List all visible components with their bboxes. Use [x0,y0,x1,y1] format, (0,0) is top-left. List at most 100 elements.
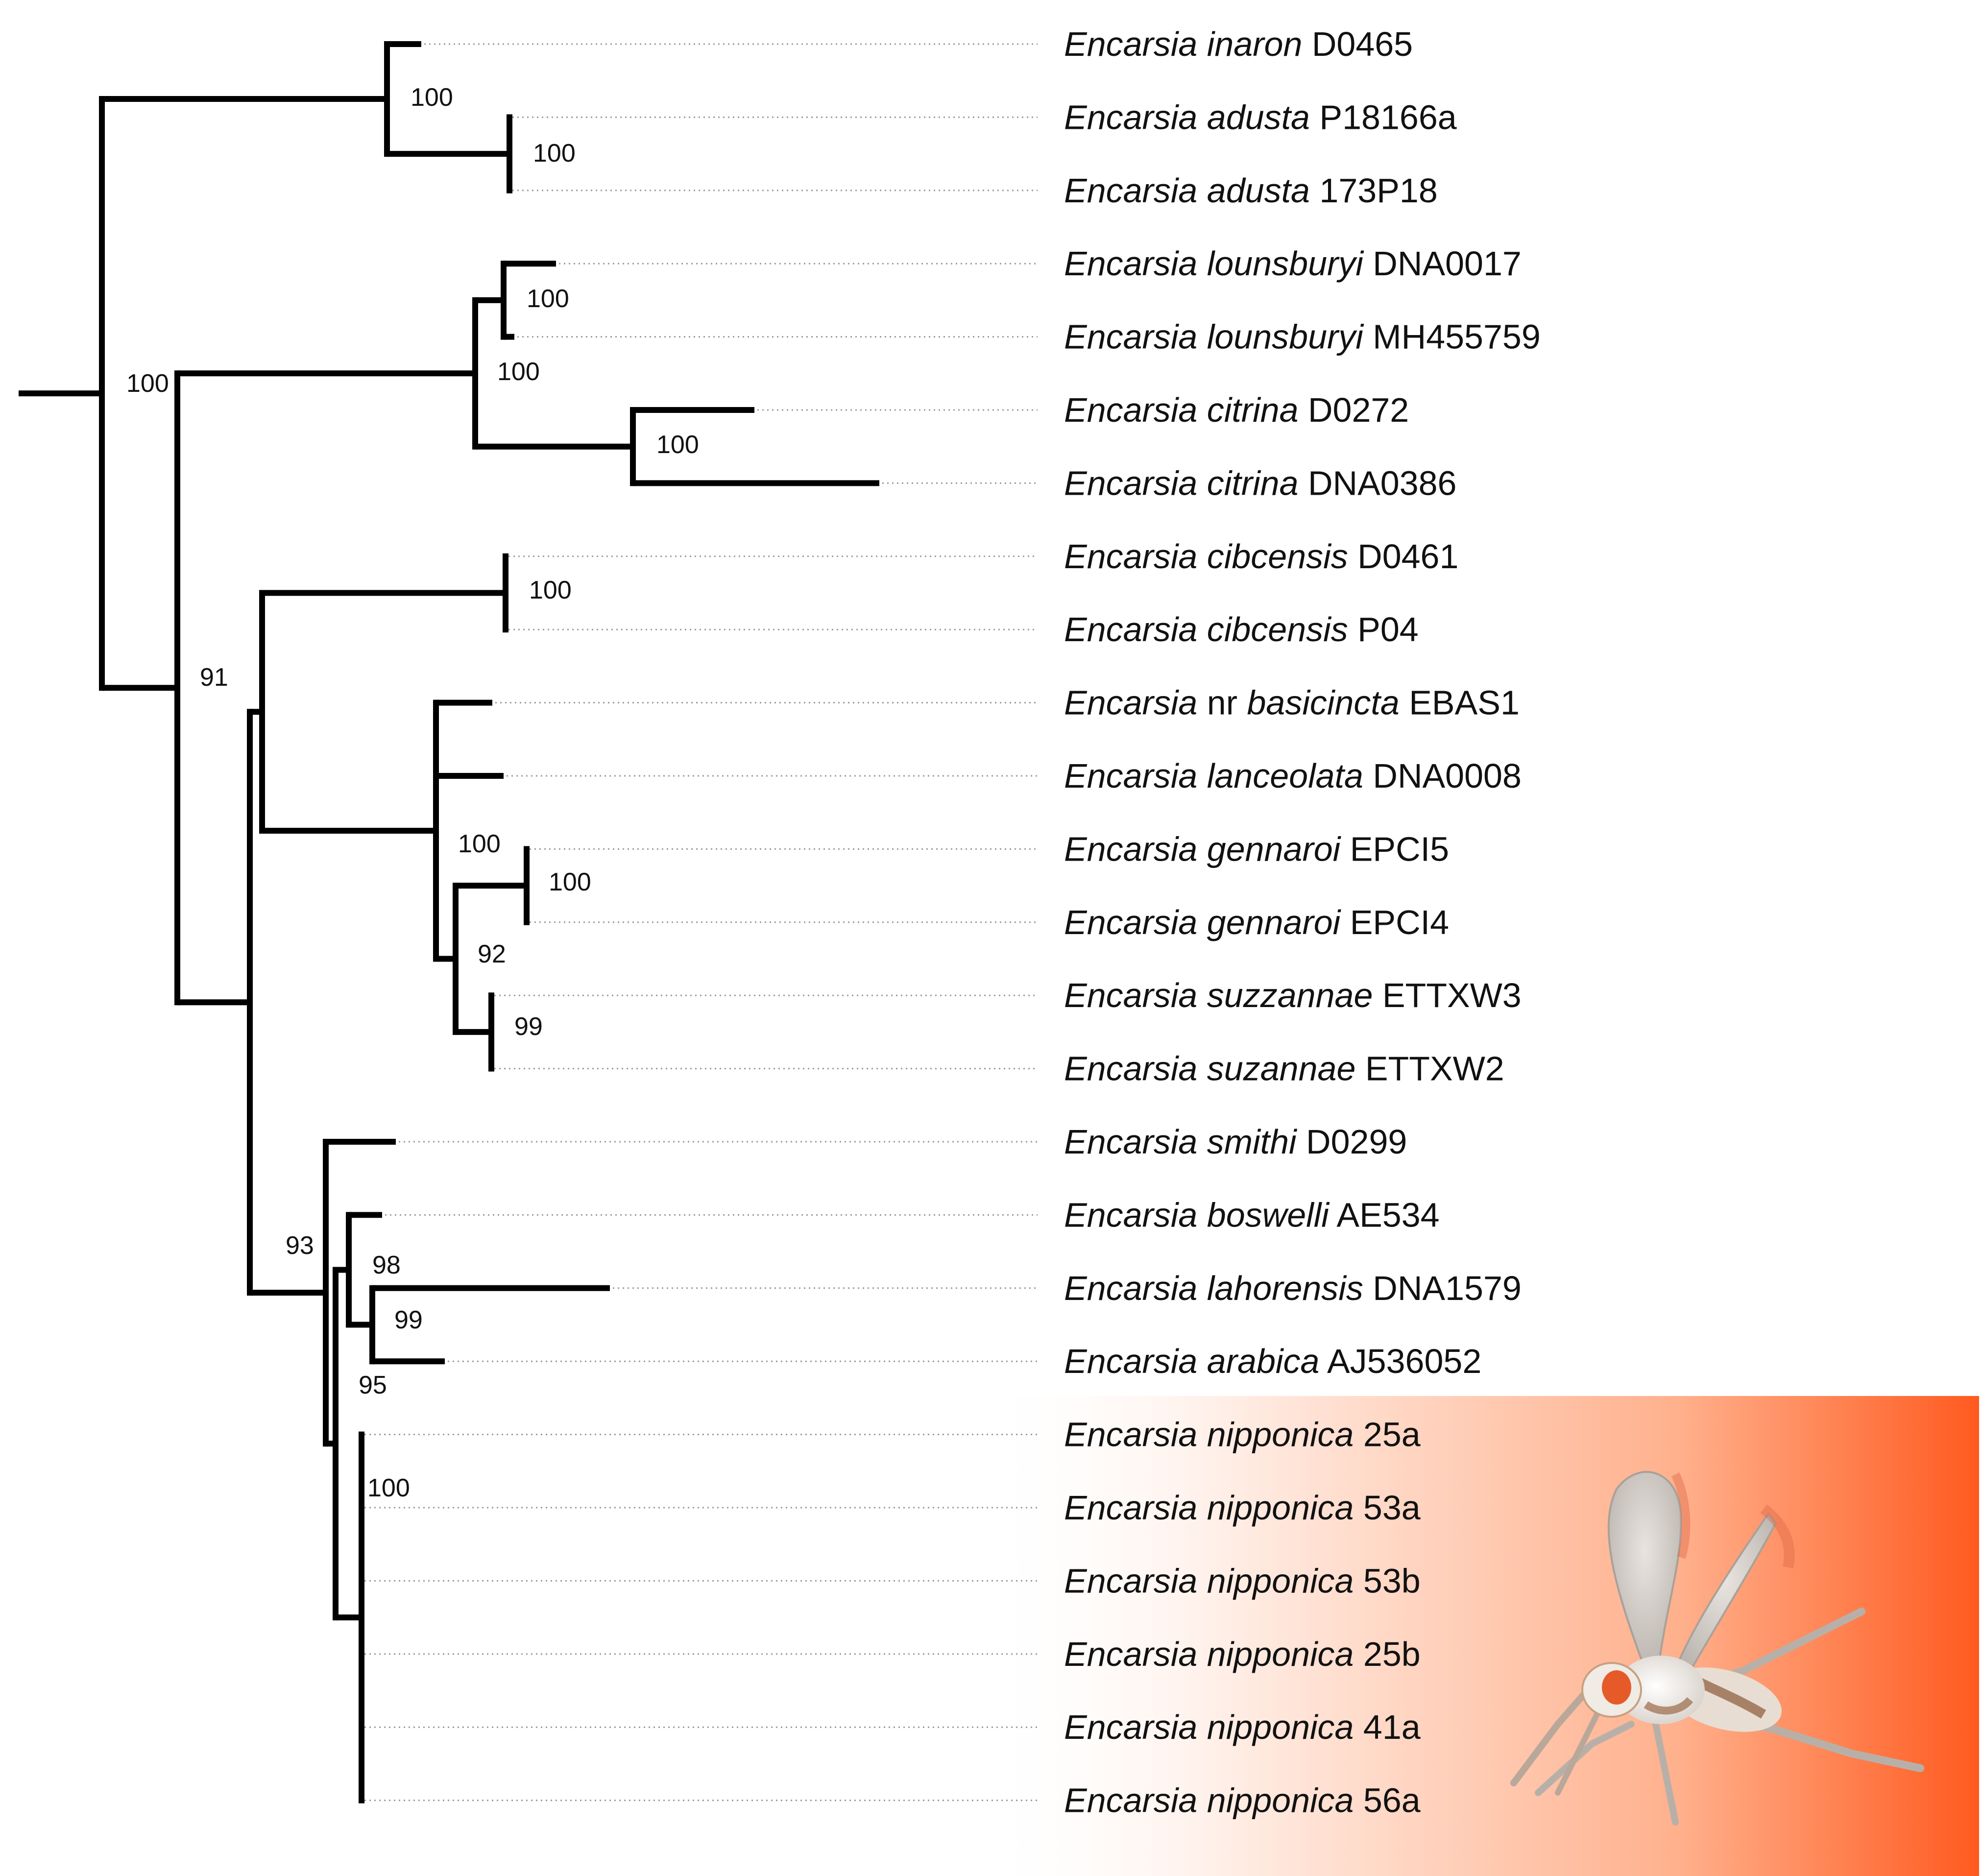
taxon-epithet: arabica [1197,1342,1319,1380]
specimen-wasp-illustration [1510,1471,1924,1826]
support-value-gennaroi-suzannae: 92 [478,940,506,968]
taxon-label: Encarsia nipponica 25b [1064,1635,1421,1673]
taxon-epithet: nipponica [1197,1416,1354,1454]
taxon-label: Encarsia citrina D0272 [1064,391,1409,429]
taxon-genus: Encarsia [1064,25,1197,63]
taxon-genus: Encarsia [1064,1781,1197,1820]
support-value-lounsburyi: 100 [527,285,569,313]
taxon-epithet: nipponica [1197,1489,1354,1527]
support-values: 100 100 100 100 100 100 100 99 92 100 99 98 100 95 93 9… [126,83,699,1502]
taxon-label: Encarsia suzzannae ETTXW3 [1064,976,1522,1014]
support-value-gennaroi: 100 [549,868,591,896]
taxon-epithet: smithi [1197,1123,1298,1161]
taxon-genus: Encarsia [1064,1635,1197,1673]
taxon-genus: Encarsia [1064,830,1197,868]
taxon-code: ETTXW3 [1373,976,1521,1014]
taxon-epithet: adusta [1197,98,1310,136]
taxon-labels: Encarsia inaron D0465 Encarsia adusta P18… [1064,25,1541,1820]
taxon-genus: Encarsia [1064,464,1197,502]
taxon-genus: Encarsia [1064,1342,1197,1380]
taxon-genus: Encarsia [1064,1050,1197,1088]
taxon-label: Encarsia nr basicincta EBAS1 [1064,684,1520,722]
taxon-code: MH455759 [1363,318,1541,356]
taxon-label: Encarsia gennaroi EPCI5 [1064,830,1449,868]
taxon-genus: Encarsia [1064,757,1197,795]
taxon-label: Encarsia citrina DNA0386 [1064,464,1456,502]
taxon-genus: Encarsia [1064,98,1197,136]
taxon-genus: Encarsia [1064,976,1197,1014]
taxon-label: Encarsia adusta P18166a [1064,98,1457,136]
tree-branches [19,41,879,1804]
taxon-label: Encarsia lanceolata DNA0008 [1064,757,1522,795]
taxon-genus: Encarsia [1064,903,1197,941]
taxon-code: P04 [1348,610,1419,649]
taxon-code: 41a [1354,1708,1420,1746]
taxon-genus: Encarsia [1064,1196,1197,1234]
taxon-epithet: suzannae [1197,1050,1355,1088]
taxon-label: Encarsia inaron D0465 [1064,25,1413,63]
taxon-code: 53a [1354,1489,1420,1527]
support-value-boswelli-group: 98 [372,1251,401,1279]
taxon-label: Encarsia boswelli AE534 [1064,1196,1440,1234]
taxon-epithet: nipponica [1197,1562,1354,1600]
taxon-label: Encarsia nipponica 25a [1064,1416,1421,1454]
taxon-code: 56a [1354,1781,1420,1820]
support-value-clade-a: 100 [126,369,169,398]
taxon-code: P18166a [1310,98,1457,136]
taxon-label: Encarsia arabica AJ536052 [1064,1342,1481,1380]
taxon-code: 25b [1354,1635,1420,1673]
taxon-label: Encarsia lounsburyi MH455759 [1064,318,1541,356]
support-value-inaron-adusta: 100 [411,83,453,112]
taxon-epithet: suzzannae [1197,976,1373,1014]
support-value-adusta: 100 [533,139,576,168]
taxon-code: 53b [1354,1562,1420,1600]
taxon-epithet: nipponica [1197,1781,1354,1820]
taxon-epithet: citrina [1197,391,1298,429]
taxon-genus: Encarsia [1064,171,1197,210]
support-value-lounsburyi-citrina: 100 [497,358,540,386]
taxon-code: DNA1579 [1363,1269,1522,1307]
taxon-label: Encarsia cibcensis P04 [1064,610,1419,649]
taxon-genus: Encarsia [1064,391,1197,429]
taxon-genus: Encarsia [1064,1489,1197,1527]
taxon-code: DNA0008 [1363,757,1522,795]
support-value-basicincta-group: 100 [458,830,501,858]
taxon-code: 25a [1354,1416,1420,1454]
taxon-code: 173P18 [1310,171,1438,210]
taxon-code: D0465 [1302,25,1413,63]
support-value-lahorensis-arabica: 99 [394,1306,423,1334]
taxon-genus: Encarsia [1064,537,1197,576]
tip-leader-lines [364,43,1038,1802]
taxon-code: EBAS1 [1400,684,1520,722]
taxon-qualifier: nr [1197,684,1237,722]
taxon-code: EPCI5 [1340,830,1449,868]
taxon-genus: Encarsia [1064,244,1197,283]
taxon-label: Encarsia lounsburyi DNA0017 [1064,244,1522,283]
taxon-code: D0272 [1299,391,1409,429]
taxon-genus: Encarsia [1064,1416,1197,1454]
taxon-code: ETTXW2 [1355,1050,1504,1088]
taxon-epithet: citrina [1197,464,1298,502]
taxon-epithet: nipponica [1197,1635,1354,1673]
taxon-genus: Encarsia [1064,1269,1197,1307]
taxon-epithet: lounsburyi [1197,244,1364,283]
taxon-label: Encarsia nipponica 56a [1064,1781,1421,1820]
taxon-genus: Encarsia [1064,1562,1197,1600]
support-value-cibcensis: 100 [529,576,572,604]
taxon-genus: Encarsia [1064,610,1197,649]
taxon-epithet: cibcensis [1197,610,1348,649]
support-value-suzannae: 99 [514,1012,543,1041]
taxon-epithet: basicincta [1237,684,1400,722]
taxon-code: D0461 [1348,537,1459,576]
support-value-smithi-group: 93 [286,1231,314,1260]
support-value-boswelli-nipponica: 95 [359,1371,387,1399]
taxon-label: Encarsia lahorensis DNA1579 [1064,1269,1522,1307]
taxon-epithet: adusta [1197,171,1310,210]
taxon-epithet: cibcensis [1197,537,1348,576]
taxon-code: AJ536052 [1319,1342,1481,1380]
taxon-epithet: nipponica [1197,1708,1354,1746]
taxon-label: Encarsia smithi D0299 [1064,1123,1407,1161]
taxon-code: EPCI4 [1340,903,1449,941]
taxon-label: Encarsia cibcensis D0461 [1064,537,1458,576]
